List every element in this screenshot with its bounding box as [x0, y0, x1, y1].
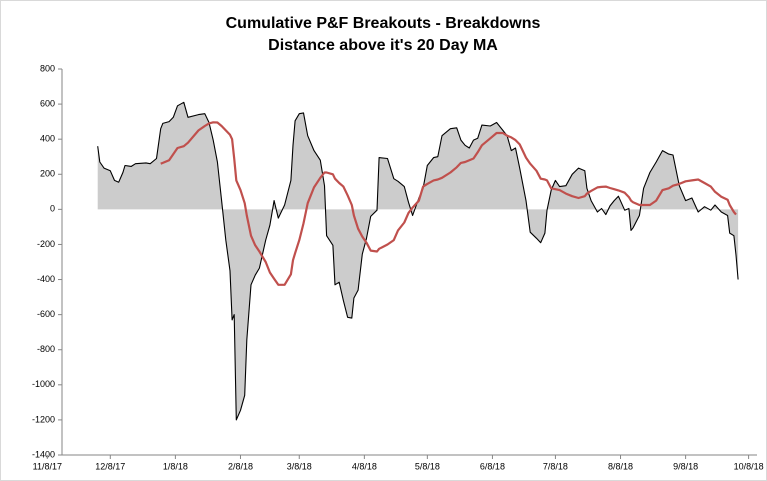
chart-subtitle: Distance above it's 20 Day MA: [268, 37, 498, 54]
x-tick-label: 5/8/18: [415, 461, 440, 471]
y-tick-label: -600: [37, 309, 55, 319]
x-tick-label: 10/8/18: [734, 461, 764, 471]
y-tick-label: 600: [40, 98, 55, 108]
line: [160, 121, 737, 286]
x-tick-label: 1/8/18: [163, 461, 188, 471]
x-tick-label: 11/8/17: [33, 461, 62, 471]
y-tick-label: 400: [40, 134, 55, 144]
y-tick-label: -200: [37, 239, 55, 249]
x-tick-label: 2/8/18: [228, 461, 253, 471]
line: [97, 101, 739, 421]
x-tick-label: 6/8/18: [480, 461, 505, 471]
y-tick-label: 800: [40, 63, 55, 73]
y-tick-label: -400: [37, 274, 55, 284]
area: [97, 102, 739, 420]
y-tick-label: -1400: [32, 449, 55, 459]
chart-title: Cumulative P&F Breakouts - Breakdowns: [226, 15, 541, 32]
x-tick-label: 9/8/18: [673, 461, 698, 471]
y-tick-label: 0: [50, 204, 55, 214]
y-tick-label: -1000: [32, 379, 55, 389]
y-tick-label: 200: [40, 169, 55, 179]
x-tick-label: 12/8/17: [95, 461, 125, 471]
y-tick-label: -800: [37, 344, 55, 354]
x-tick-label: 7/8/18: [543, 461, 568, 471]
x-tick-label: 8/8/18: [608, 461, 633, 471]
x-tick-label: 3/8/18: [287, 461, 312, 471]
y-tick-label: -1200: [32, 414, 55, 424]
x-tick-label: 4/8/18: [352, 461, 377, 471]
